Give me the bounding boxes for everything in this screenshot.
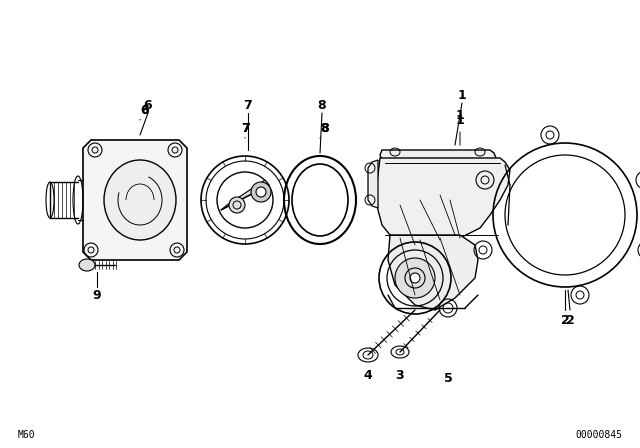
Ellipse shape <box>251 182 271 202</box>
Text: 6: 6 <box>144 99 152 112</box>
Text: 2: 2 <box>566 314 574 327</box>
Ellipse shape <box>410 273 420 283</box>
Ellipse shape <box>229 197 245 213</box>
Text: 7: 7 <box>244 99 252 112</box>
Polygon shape <box>368 160 378 208</box>
Polygon shape <box>380 150 496 163</box>
Ellipse shape <box>256 187 266 197</box>
Text: 1: 1 <box>456 113 465 145</box>
Text: 00000845: 00000845 <box>575 430 622 440</box>
Ellipse shape <box>431 163 475 193</box>
Ellipse shape <box>79 259 95 271</box>
Text: M60: M60 <box>18 430 36 440</box>
Text: 6: 6 <box>140 103 149 120</box>
Text: 7: 7 <box>241 121 250 138</box>
Text: 8: 8 <box>321 121 330 134</box>
Ellipse shape <box>104 160 176 240</box>
Polygon shape <box>376 158 510 242</box>
Text: 8: 8 <box>320 121 330 138</box>
Text: 9: 9 <box>93 289 101 302</box>
Polygon shape <box>221 180 269 210</box>
Polygon shape <box>388 235 478 310</box>
Text: 1: 1 <box>456 108 465 121</box>
Text: 1: 1 <box>458 89 467 102</box>
Text: 3: 3 <box>396 369 404 382</box>
Polygon shape <box>83 140 187 260</box>
Text: 8: 8 <box>317 99 326 112</box>
Text: 4: 4 <box>364 369 372 382</box>
Text: 7: 7 <box>241 121 250 134</box>
Text: 2: 2 <box>561 314 570 327</box>
Text: 6: 6 <box>141 103 149 116</box>
Ellipse shape <box>395 258 435 298</box>
Text: 5: 5 <box>444 371 452 384</box>
